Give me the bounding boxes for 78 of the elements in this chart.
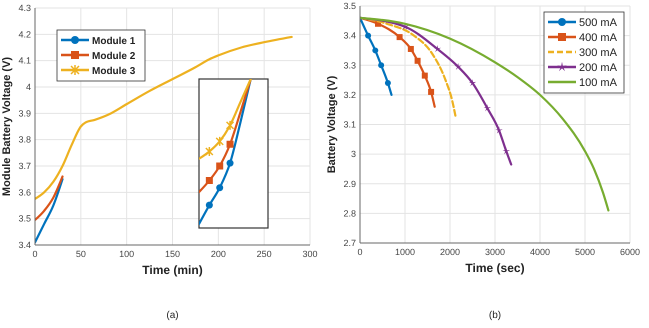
x-axis-title: Time (sec) <box>465 261 525 275</box>
legend-label: 400 mA <box>579 32 618 44</box>
legend-label: 200 mA <box>579 62 618 74</box>
x-tick-label: 0 <box>357 247 363 257</box>
y-tick-label: 3.5 <box>343 1 356 11</box>
y-tick-label: 2.9 <box>343 178 356 189</box>
point <box>226 160 234 167</box>
point <box>384 80 391 86</box>
y-tick-label: 3.1 <box>343 120 356 130</box>
y-tick-label: 2.7 <box>343 238 356 248</box>
text: (a) <box>166 310 179 321</box>
y-tick-label: 3.4 <box>18 240 31 250</box>
x-tick-label: 100 <box>119 249 134 259</box>
point <box>502 147 510 154</box>
point <box>414 58 421 64</box>
y-tick-label: 3.6 <box>18 187 31 198</box>
point <box>484 104 492 112</box>
x-tick-label: 150 <box>164 249 180 259</box>
y-tick-label: 3 <box>350 149 356 160</box>
line-series <box>35 36 293 200</box>
y-tick-label: 3.9 <box>18 108 31 118</box>
point <box>206 177 213 184</box>
point <box>226 140 234 148</box>
point <box>215 136 224 147</box>
legend-label: 100 mA <box>579 77 618 89</box>
x-tick-label: 200 <box>210 249 226 259</box>
y-tick-label: 3.2 <box>343 90 356 100</box>
point <box>434 45 442 52</box>
legend-label: Module 1 <box>92 36 136 47</box>
point <box>422 72 428 79</box>
y-tick-label: 4.2 <box>18 29 31 40</box>
y-axis-title: Module Battery Voltage (V) <box>1 56 13 196</box>
x-tick-label: 2000 <box>440 247 460 257</box>
point <box>428 88 434 95</box>
point <box>206 202 213 209</box>
line-series <box>360 16 456 117</box>
y-tick-label: 3.4 <box>343 30 356 41</box>
point <box>378 62 384 68</box>
x-axis-title: Time (min) <box>142 263 203 277</box>
x-tick-label: 250 <box>256 249 272 259</box>
point <box>396 34 403 40</box>
legend-label: 300 mA <box>579 47 618 59</box>
x-tick-label: 6000 <box>620 247 640 257</box>
point <box>468 79 476 86</box>
x-tick-label: 0 <box>32 249 38 259</box>
y-tick-label: 3.8 <box>18 134 31 145</box>
line-series <box>35 178 64 244</box>
x-tick-label: 4000 <box>530 247 550 257</box>
point <box>365 32 372 39</box>
legend-label: Module 2 <box>92 51 136 62</box>
text: (b) <box>488 310 502 321</box>
point <box>216 162 224 170</box>
line-series <box>35 175 64 222</box>
point <box>205 146 214 157</box>
legend-label: Module 3 <box>92 66 136 77</box>
y-tick-label: 4 <box>26 82 31 92</box>
point <box>372 47 378 54</box>
x-tick-label: 50 <box>76 249 86 259</box>
y-axis-title: Battery Voltage (V) <box>326 75 338 174</box>
point <box>216 184 224 192</box>
x-tick-label: 1000 <box>394 247 416 257</box>
x-tick-label: 3000 <box>484 247 506 257</box>
x-tick-label: 5000 <box>574 247 596 257</box>
y-tick-label: 4.1 <box>18 56 31 66</box>
line-series <box>360 16 436 108</box>
y-tick-label: 4.3 <box>18 3 31 13</box>
legend-label: 500 mA <box>579 17 618 29</box>
y-tick-label: 3.3 <box>343 60 356 70</box>
point <box>408 46 414 52</box>
x-tick-label: 300 <box>302 249 318 259</box>
y-tick-label: 3.7 <box>18 161 31 171</box>
point <box>454 62 462 70</box>
point <box>226 120 234 131</box>
y-tick-label: 3.5 <box>18 214 31 224</box>
y-tick-label: 2.8 <box>343 208 356 218</box>
point <box>495 126 503 134</box>
line-series <box>360 16 512 166</box>
line-series <box>360 16 393 96</box>
